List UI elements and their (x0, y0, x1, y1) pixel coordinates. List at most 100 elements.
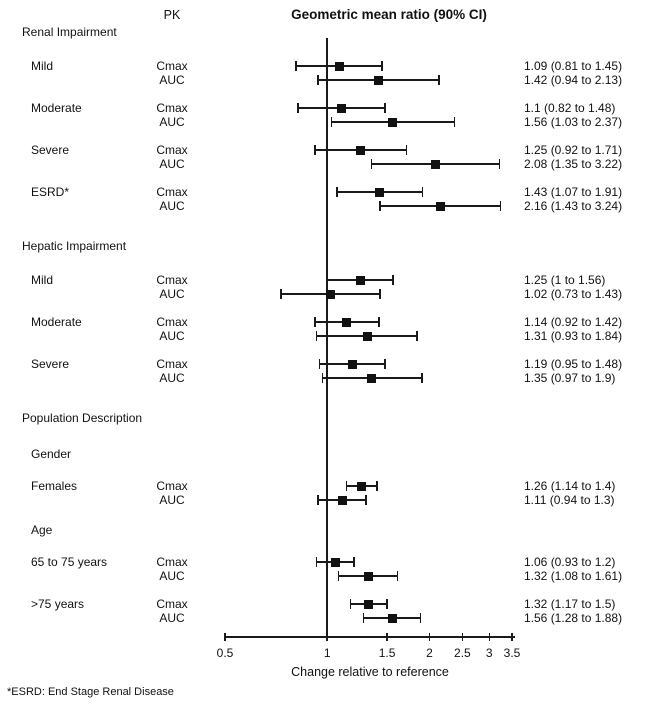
estimate-ci-text: 1.26 (1.14 to 1.4) (524, 479, 616, 493)
pk-parameter-label: AUC (159, 199, 185, 213)
estimate-ci-text: 1.11 (0.94 to 1.3) (524, 493, 615, 507)
pk-parameter-label: Cmax (156, 597, 188, 611)
ci-cap-high (353, 557, 355, 567)
condition-label: 65 to 75 years (31, 555, 108, 569)
condition-label: >75 years (31, 597, 85, 611)
pk-parameter-label: Cmax (156, 59, 188, 73)
point-estimate-marker (356, 481, 366, 491)
estimate-ci-text: 1.32 (1.17 to 1.5) (524, 597, 616, 611)
estimate-ci-text: 1.09 (0.81 to 1.45) (524, 59, 623, 73)
ci-cap-high (381, 61, 383, 71)
ci-cap-low (379, 201, 381, 211)
ci-cap-high (405, 145, 408, 155)
pk-parameter-label: AUC (159, 569, 185, 583)
pk-parameter-label: AUC (159, 115, 185, 129)
estimate-ci-text: 1.31 (0.93 to 1.84) (524, 329, 623, 343)
x-axis-tick (488, 633, 490, 641)
x-axis-line (225, 636, 515, 638)
ci-cap-low (315, 331, 318, 341)
point-estimate-marker (338, 495, 348, 505)
x-axis-tick-label: 2.5 (454, 646, 471, 660)
condition-label: Mild (31, 59, 54, 73)
x-axis-tick-label: 3.5 (503, 646, 521, 660)
chart-title: Geometric mean ratio (90% CI) (291, 7, 487, 22)
pk-parameter-label: Cmax (156, 273, 188, 287)
ci-cap-high (365, 495, 367, 505)
pk-parameter-label: AUC (159, 287, 185, 301)
ci-cap-low (317, 75, 319, 85)
point-estimate-marker (388, 117, 398, 127)
point-estimate-marker (363, 599, 373, 609)
point-estimate-marker (336, 103, 346, 113)
pk-parameter-label: Cmax (156, 143, 188, 157)
x-axis-tick (428, 633, 431, 641)
point-estimate-marker (374, 75, 384, 85)
estimate-ci-text: 1.25 (0.92 to 1.71) (524, 143, 623, 157)
ci-cap-low (326, 275, 328, 285)
pk-parameter-label: AUC (159, 611, 185, 625)
x-axis-tick (461, 633, 464, 641)
ci-cap-high (421, 187, 424, 197)
ci-cap-high (392, 275, 394, 285)
pk-parameter-label: Cmax (156, 185, 188, 199)
point-estimate-marker (348, 359, 358, 369)
estimate-ci-text: 2.16 (1.43 to 3.24) (524, 199, 623, 213)
pk-parameter-label: Cmax (156, 101, 188, 115)
pk-parameter-label: Cmax (156, 479, 188, 493)
ci-cap-high (379, 289, 381, 299)
ci-cap-low (280, 289, 282, 299)
x-axis-tick-label: 1 (323, 646, 331, 660)
point-estimate-marker (363, 571, 373, 581)
point-estimate-marker (430, 159, 440, 169)
pk-parameter-label: Cmax (156, 555, 188, 569)
ci-cap-high (386, 599, 388, 609)
ci-cap-low (336, 187, 338, 197)
ci-cap-high (376, 481, 378, 491)
estimate-ci-text: 1.35 (0.97 to 1.9) (524, 371, 616, 385)
point-estimate-marker (325, 289, 335, 299)
point-estimate-marker (362, 331, 372, 341)
ci-cap-high (419, 613, 422, 623)
point-estimate-marker (331, 557, 341, 567)
condition-label: Severe (31, 357, 70, 371)
ci-cap-high (499, 201, 502, 211)
pk-column-header: PK (163, 8, 181, 22)
pk-parameter-label: Cmax (156, 357, 188, 371)
point-estimate-marker (366, 373, 376, 383)
point-estimate-marker (355, 145, 365, 155)
group-label: Renal Impairment (22, 25, 117, 39)
point-estimate-marker (436, 201, 446, 211)
point-estimate-marker (335, 61, 345, 71)
estimate-ci-text: 1.02 (0.73 to 1.43) (524, 287, 623, 301)
ci-cap-high (378, 317, 380, 327)
pk-parameter-label: AUC (159, 329, 185, 343)
estimate-ci-text: 1.56 (1.28 to 1.88) (524, 611, 623, 625)
x-axis-tick (326, 633, 328, 641)
ci-cap-high (384, 359, 386, 369)
estimate-ci-text: 1.19 (0.95 to 1.48) (524, 357, 623, 371)
point-estimate-marker (355, 275, 365, 285)
ci-cap-low (345, 481, 348, 491)
pk-parameter-label: AUC (159, 157, 185, 171)
ci-cap-high (498, 159, 501, 169)
reference-line (326, 38, 328, 636)
group-label: Hepatic Impairment (22, 239, 127, 253)
footnote: *ESRD: End Stage Renal Disease (7, 686, 174, 698)
point-estimate-marker (375, 187, 385, 197)
condition-label: Moderate (31, 101, 82, 115)
x-axis-tick (224, 633, 226, 641)
estimate-ci-text: 1.06 (0.93 to 1.2) (524, 555, 616, 569)
ci-cap-low (314, 145, 316, 155)
x-axis-tick (511, 633, 513, 641)
x-axis-tick-label: 0.5 (216, 646, 234, 660)
estimate-ci-text: 1.25 (1 to 1.56) (524, 273, 606, 287)
x-axis-tick-label: 3 (485, 646, 493, 660)
estimate-ci-text: 1.14 (0.92 to 1.42) (524, 315, 623, 329)
x-axis-tick-label: 1.5 (378, 646, 396, 660)
ci-cap-high (396, 571, 399, 581)
ci-cap-low (337, 571, 340, 581)
x-axis-tick-label: 2 (426, 646, 433, 660)
pk-parameter-label: Cmax (156, 315, 188, 329)
